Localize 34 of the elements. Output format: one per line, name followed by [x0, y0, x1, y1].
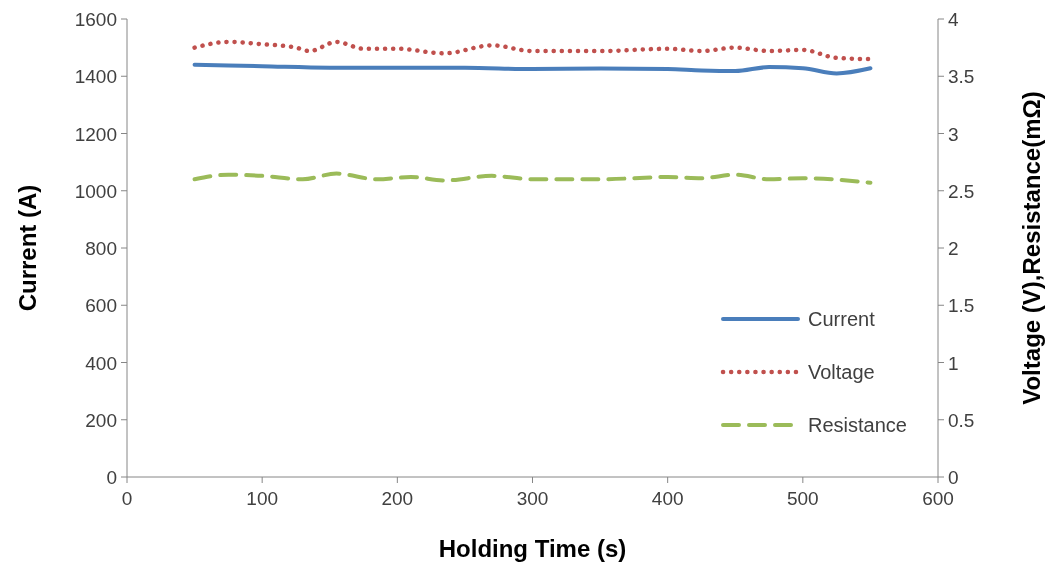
- legend-label: Voltage: [808, 361, 875, 383]
- y-tick-label: 400: [85, 352, 117, 374]
- y-tick-label: 1600: [74, 9, 117, 30]
- y2-tick-label: 0: [948, 467, 959, 488]
- legend-label: Current: [808, 308, 876, 330]
- x-tick-label: 600: [922, 488, 954, 509]
- y2-tick-label: 2.5: [948, 180, 975, 202]
- y-tick-label: 200: [85, 409, 117, 431]
- x-tick-label: 500: [786, 488, 819, 509]
- y-tick-label: 1200: [74, 123, 117, 145]
- line-series: [192, 39, 873, 62]
- y-axis-title: Current (A): [14, 184, 41, 312]
- line-series: [192, 171, 873, 185]
- x-tick-label: 0: [121, 488, 133, 509]
- y2-tick-label: 0.5: [948, 409, 975, 431]
- x-tick-label: 200: [381, 488, 414, 509]
- y2-tick-label: 3.5: [948, 66, 975, 88]
- y2-tick-label: 4: [948, 9, 959, 30]
- y2-tick-label: 1.5: [948, 295, 975, 317]
- line-series: [192, 62, 873, 76]
- y-tick-label: 800: [85, 238, 117, 259]
- legend-label: Resistance: [808, 414, 907, 436]
- y2-tick-label: 3: [948, 123, 959, 145]
- x-tick-label: 100: [246, 488, 279, 509]
- y2-tick-label: 1: [948, 352, 959, 374]
- x-tick-label: 300: [516, 488, 549, 509]
- y-tick-label: 600: [85, 295, 117, 317]
- x-tick-label: 400: [651, 488, 684, 509]
- y-tick-label: 1400: [74, 66, 117, 88]
- y-tick-label: 1000: [74, 180, 117, 202]
- y-tick-label: 0: [106, 467, 117, 488]
- x-axis-title: Holding Time (s): [438, 535, 627, 562]
- y2-axis-title: Voltage (V),Resistance(mΩ): [1018, 91, 1045, 405]
- y2-tick-label: 2: [948, 238, 959, 259]
